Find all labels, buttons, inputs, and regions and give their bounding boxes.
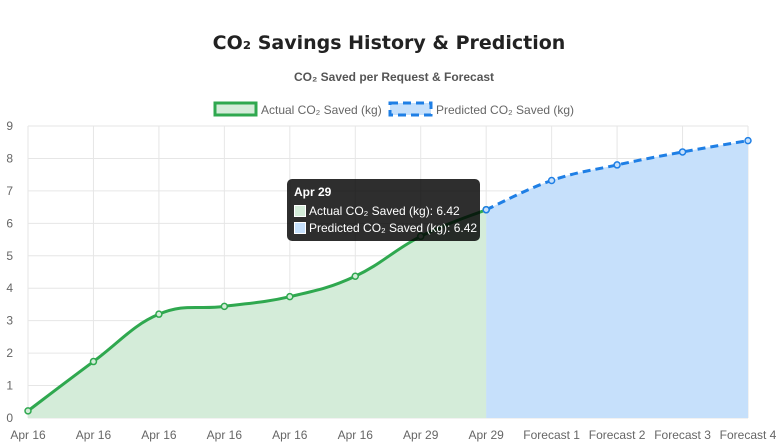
y-tick-label: 6 — [6, 216, 13, 230]
series-area-1 — [486, 140, 748, 418]
x-tick-label: Apr 16 — [141, 428, 177, 442]
tooltip-text-predicted: Predicted CO₂ Saved (kg): 6.42 — [309, 221, 478, 235]
legend: Actual CO₂ Saved (kg) Predicted CO₂ Saved… — [213, 101, 574, 117]
legend-swatch-0 — [213, 101, 258, 117]
series-area-0 — [28, 209, 487, 418]
x-tick-label: Forecast 1 — [523, 428, 580, 442]
y-tick-label: 8 — [6, 151, 13, 165]
x-tick-label: Apr 16 — [338, 428, 374, 442]
y-tick-label: 2 — [6, 346, 13, 360]
page-title: CO₂ Savings History & Prediction — [212, 32, 566, 54]
data-point-0-2 — [155, 310, 163, 318]
x-tick-label: Apr 16 — [207, 428, 243, 442]
data-point-0-4 — [286, 292, 294, 301]
x-tick-label: Apr 29 — [403, 428, 439, 442]
y-tick-label: 7 — [6, 184, 13, 198]
y-tick-labels: 0 1 2 3 4 5 6 7 8 9 — [6, 119, 13, 425]
tooltip-text-actual: Actual CO₂ Saved (kg): 6.42 — [309, 204, 460, 218]
data-point-0-0 — [24, 407, 32, 415]
data-point-0-1 — [89, 357, 98, 366]
x-tick-label: Forecast 4 — [720, 428, 777, 442]
y-tick-label: 3 — [6, 314, 13, 328]
x-tick-labels: Apr 16 Apr 16 Apr 16 Apr 16 Apr 16 Apr 16 Apr … — [10, 428, 776, 442]
tooltip-title: Apr 29 — [294, 185, 332, 199]
chart-subtitle: CO₂ Saved per Request & Forecast — [294, 70, 494, 84]
tooltip-row-predicted: Predicted CO₂ Saved (kg): 6.42 — [294, 221, 477, 235]
areas — [28, 140, 748, 418]
data-point-0-3 — [220, 302, 229, 311]
y-tick-label: 5 — [6, 249, 13, 263]
x-tick-label: Apr 29 — [469, 428, 505, 442]
chart-tooltip: Apr 29 Actual CO₂ Saved (kg): 6.42 Predi… — [287, 179, 480, 241]
y-tick-label: 0 — [6, 411, 13, 425]
chart: CO₂ Saved per Request & Forecast Actual … — [6, 70, 776, 442]
x-tick-label: Forecast 2 — [589, 428, 646, 442]
legend-swatch-1 — [388, 101, 433, 117]
data-point-1-2 — [613, 161, 621, 169]
data-point-1-4 — [744, 136, 752, 145]
data-point-0-5 — [351, 272, 360, 280]
data-point-1-3 — [678, 148, 687, 156]
legend-label-1: Predicted CO₂ Saved (kg) — [436, 103, 574, 117]
y-tick-label: 1 — [6, 379, 13, 393]
data-point-1-1 — [547, 176, 556, 185]
y-tick-label: 9 — [6, 119, 13, 133]
tooltip-row-actual: Actual CO₂ Saved (kg): 6.42 — [294, 204, 460, 218]
data-point-1-0 — [482, 205, 490, 214]
tooltip-swatch-actual — [294, 205, 306, 217]
y-tick-label: 4 — [6, 281, 13, 295]
legend-label-0: Actual CO₂ Saved (kg) — [261, 103, 382, 117]
x-tick-label: Apr 16 — [272, 428, 308, 442]
x-tick-label: Apr 16 — [76, 428, 112, 442]
x-tick-label: Apr 16 — [10, 428, 46, 442]
series-line-1 — [485, 139, 749, 212]
tooltip-swatch-predicted — [294, 222, 306, 234]
x-tick-label: Forecast 3 — [654, 428, 711, 442]
